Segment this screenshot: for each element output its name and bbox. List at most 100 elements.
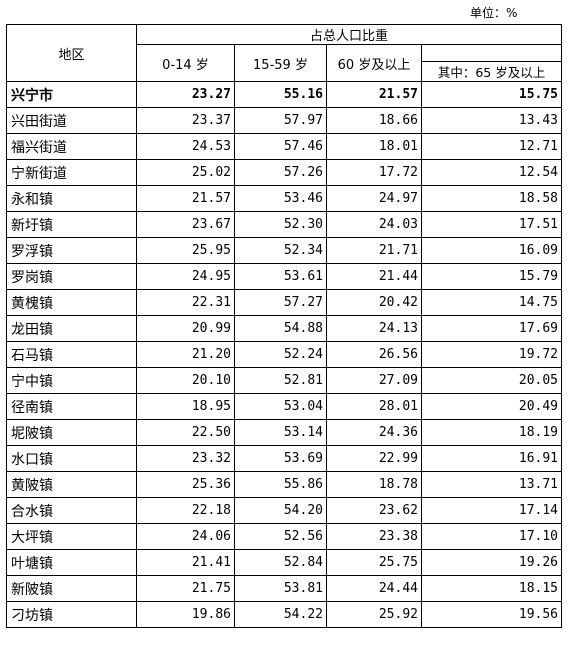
age-60-plus-cell: 23.38 bbox=[326, 523, 422, 550]
header-group: 占总人口比重 bbox=[135, 24, 563, 45]
age-65-plus-cell: 16.09 bbox=[420, 237, 563, 264]
age-0-14-cell: 22.31 bbox=[136, 289, 235, 316]
age-65-plus-cell: 20.49 bbox=[420, 393, 563, 420]
header-age-15-59: 15-59 岁 bbox=[234, 44, 327, 82]
age-60-plus-cell: 22.99 bbox=[326, 445, 422, 472]
header-spacer bbox=[420, 44, 563, 62]
region-cell: 兴田街道 bbox=[6, 107, 137, 134]
region-cell: 大坪镇 bbox=[6, 523, 137, 550]
table-row: 大坪镇 24.06 52.56 23.38 17.10 bbox=[6, 523, 563, 550]
age-60-plus-cell: 18.78 bbox=[326, 471, 422, 498]
age-65-plus-cell: 13.71 bbox=[420, 471, 563, 498]
header-age-65-plus: 其中：65 岁及以上 bbox=[420, 61, 563, 82]
table-row: 宁中镇 20.10 52.81 27.09 20.05 bbox=[6, 367, 563, 394]
region-cell: 宁中镇 bbox=[6, 367, 137, 394]
age-0-14-cell: 23.37 bbox=[136, 107, 235, 134]
age-15-59-cell: 53.81 bbox=[234, 575, 327, 602]
age-0-14-cell: 20.99 bbox=[136, 315, 235, 342]
age-15-59-cell: 54.22 bbox=[234, 601, 327, 628]
age-0-14-cell: 21.75 bbox=[136, 575, 235, 602]
age-0-14-cell: 24.06 bbox=[136, 523, 235, 550]
table-body: 兴宁市 23.27 55.16 21.57 15.75 兴田街道 23.37 57.97 18.… bbox=[6, 81, 563, 628]
age-0-14-cell: 23.32 bbox=[136, 445, 235, 472]
unit-label: 单位：% bbox=[470, 6, 518, 20]
region-cell: 龙田镇 bbox=[6, 315, 137, 342]
table-row: 罗浮镇 25.95 52.34 21.71 16.09 bbox=[6, 237, 563, 264]
table-row: 坭陂镇 22.50 53.14 24.36 18.19 bbox=[6, 419, 563, 446]
region-cell: 黄陂镇 bbox=[6, 471, 137, 498]
header-age-60-plus: 60 岁及以上 bbox=[326, 44, 422, 82]
region-cell: 新圩镇 bbox=[6, 211, 137, 238]
age-0-14-cell: 21.41 bbox=[136, 549, 235, 576]
age-15-59-cell: 53.61 bbox=[234, 263, 327, 290]
age-0-14-cell: 21.20 bbox=[136, 341, 235, 368]
region-cell: 刁坊镇 bbox=[6, 601, 137, 628]
table-row: 合水镇 22.18 54.20 23.62 17.14 bbox=[6, 497, 563, 524]
age-0-14-cell: 22.18 bbox=[136, 497, 235, 524]
age-15-59-cell: 52.34 bbox=[234, 237, 327, 264]
table-row: 永和镇 21.57 53.46 24.97 18.58 bbox=[6, 185, 563, 212]
age-60-plus-cell: 21.57 bbox=[326, 81, 422, 108]
age-60-plus-cell: 18.01 bbox=[326, 133, 422, 160]
age-0-14-cell: 25.02 bbox=[136, 159, 235, 186]
population-ratio-table: 地区 占总人口比重 0-14 岁 15-59 岁 60 岁及以上 其中：65 岁… bbox=[6, 24, 563, 628]
table-row: 兴田街道 23.37 57.97 18.66 13.43 bbox=[6, 107, 563, 134]
age-60-plus-cell: 18.66 bbox=[326, 107, 422, 134]
age-65-plus-cell: 12.54 bbox=[420, 159, 563, 186]
age-15-59-cell: 57.97 bbox=[234, 107, 327, 134]
age-60-plus-cell: 24.36 bbox=[326, 419, 422, 446]
region-cell: 坭陂镇 bbox=[6, 419, 137, 446]
age-65-plus-cell: 15.75 bbox=[420, 81, 563, 108]
age-0-14-cell: 21.57 bbox=[136, 185, 235, 212]
table-row: 宁新街道 25.02 57.26 17.72 12.54 bbox=[6, 159, 563, 186]
table-row: 福兴街道 24.53 57.46 18.01 12.71 bbox=[6, 133, 563, 160]
region-cell: 径南镇 bbox=[6, 393, 137, 420]
age-65-plus-cell: 18.15 bbox=[420, 575, 563, 602]
age-65-plus-cell: 19.72 bbox=[420, 341, 563, 368]
age-15-59-cell: 57.46 bbox=[234, 133, 327, 160]
age-60-plus-cell: 17.72 bbox=[326, 159, 422, 186]
age-15-59-cell: 54.20 bbox=[234, 497, 327, 524]
region-cell: 水口镇 bbox=[6, 445, 137, 472]
age-65-plus-cell: 14.75 bbox=[420, 289, 563, 316]
region-cell: 福兴街道 bbox=[6, 133, 137, 160]
age-0-14-cell: 24.53 bbox=[136, 133, 235, 160]
age-65-plus-cell: 12.71 bbox=[420, 133, 563, 160]
age-60-plus-cell: 28.01 bbox=[326, 393, 422, 420]
age-65-plus-cell: 13.43 bbox=[420, 107, 563, 134]
age-65-plus-cell: 17.10 bbox=[420, 523, 563, 550]
age-0-14-cell: 20.10 bbox=[136, 367, 235, 394]
age-60-plus-cell: 26.56 bbox=[326, 341, 422, 368]
age-0-14-cell: 25.95 bbox=[136, 237, 235, 264]
age-15-59-cell: 52.81 bbox=[234, 367, 327, 394]
table-row-total: 兴宁市 23.27 55.16 21.57 15.75 bbox=[6, 81, 563, 108]
table-row: 水口镇 23.32 53.69 22.99 16.91 bbox=[6, 445, 563, 472]
table-row: 石马镇 21.20 52.24 26.56 19.72 bbox=[6, 341, 563, 368]
age-0-14-cell: 22.50 bbox=[136, 419, 235, 446]
table-row: 刁坊镇 19.86 54.22 25.92 19.56 bbox=[6, 601, 563, 628]
age-15-59-cell: 53.69 bbox=[234, 445, 327, 472]
age-60-plus-cell: 24.13 bbox=[326, 315, 422, 342]
region-cell: 宁新街道 bbox=[6, 159, 137, 186]
region-cell: 兴宁市 bbox=[6, 81, 137, 108]
age-60-plus-cell: 21.44 bbox=[326, 263, 422, 290]
age-65-plus-cell: 16.91 bbox=[420, 445, 563, 472]
age-60-plus-cell: 24.03 bbox=[326, 211, 422, 238]
age-15-59-cell: 52.56 bbox=[234, 523, 327, 550]
region-cell: 永和镇 bbox=[6, 185, 137, 212]
age-15-59-cell: 53.04 bbox=[234, 393, 327, 420]
age-65-plus-cell: 15.79 bbox=[420, 263, 563, 290]
age-15-59-cell: 53.14 bbox=[234, 419, 327, 446]
age-65-plus-cell: 17.14 bbox=[420, 497, 563, 524]
table-row: 新陂镇 21.75 53.81 24.44 18.15 bbox=[6, 575, 563, 602]
age-60-plus-cell: 24.97 bbox=[326, 185, 422, 212]
table-row: 黄槐镇 22.31 57.27 20.42 14.75 bbox=[6, 289, 563, 316]
age-15-59-cell: 52.30 bbox=[234, 211, 327, 238]
age-0-14-cell: 23.27 bbox=[136, 81, 235, 108]
age-0-14-cell: 24.95 bbox=[136, 263, 235, 290]
age-15-59-cell: 55.86 bbox=[234, 471, 327, 498]
age-65-plus-cell: 19.56 bbox=[420, 601, 563, 628]
age-15-59-cell: 54.88 bbox=[234, 315, 327, 342]
region-cell: 黄槐镇 bbox=[6, 289, 137, 316]
age-15-59-cell: 57.26 bbox=[234, 159, 327, 186]
